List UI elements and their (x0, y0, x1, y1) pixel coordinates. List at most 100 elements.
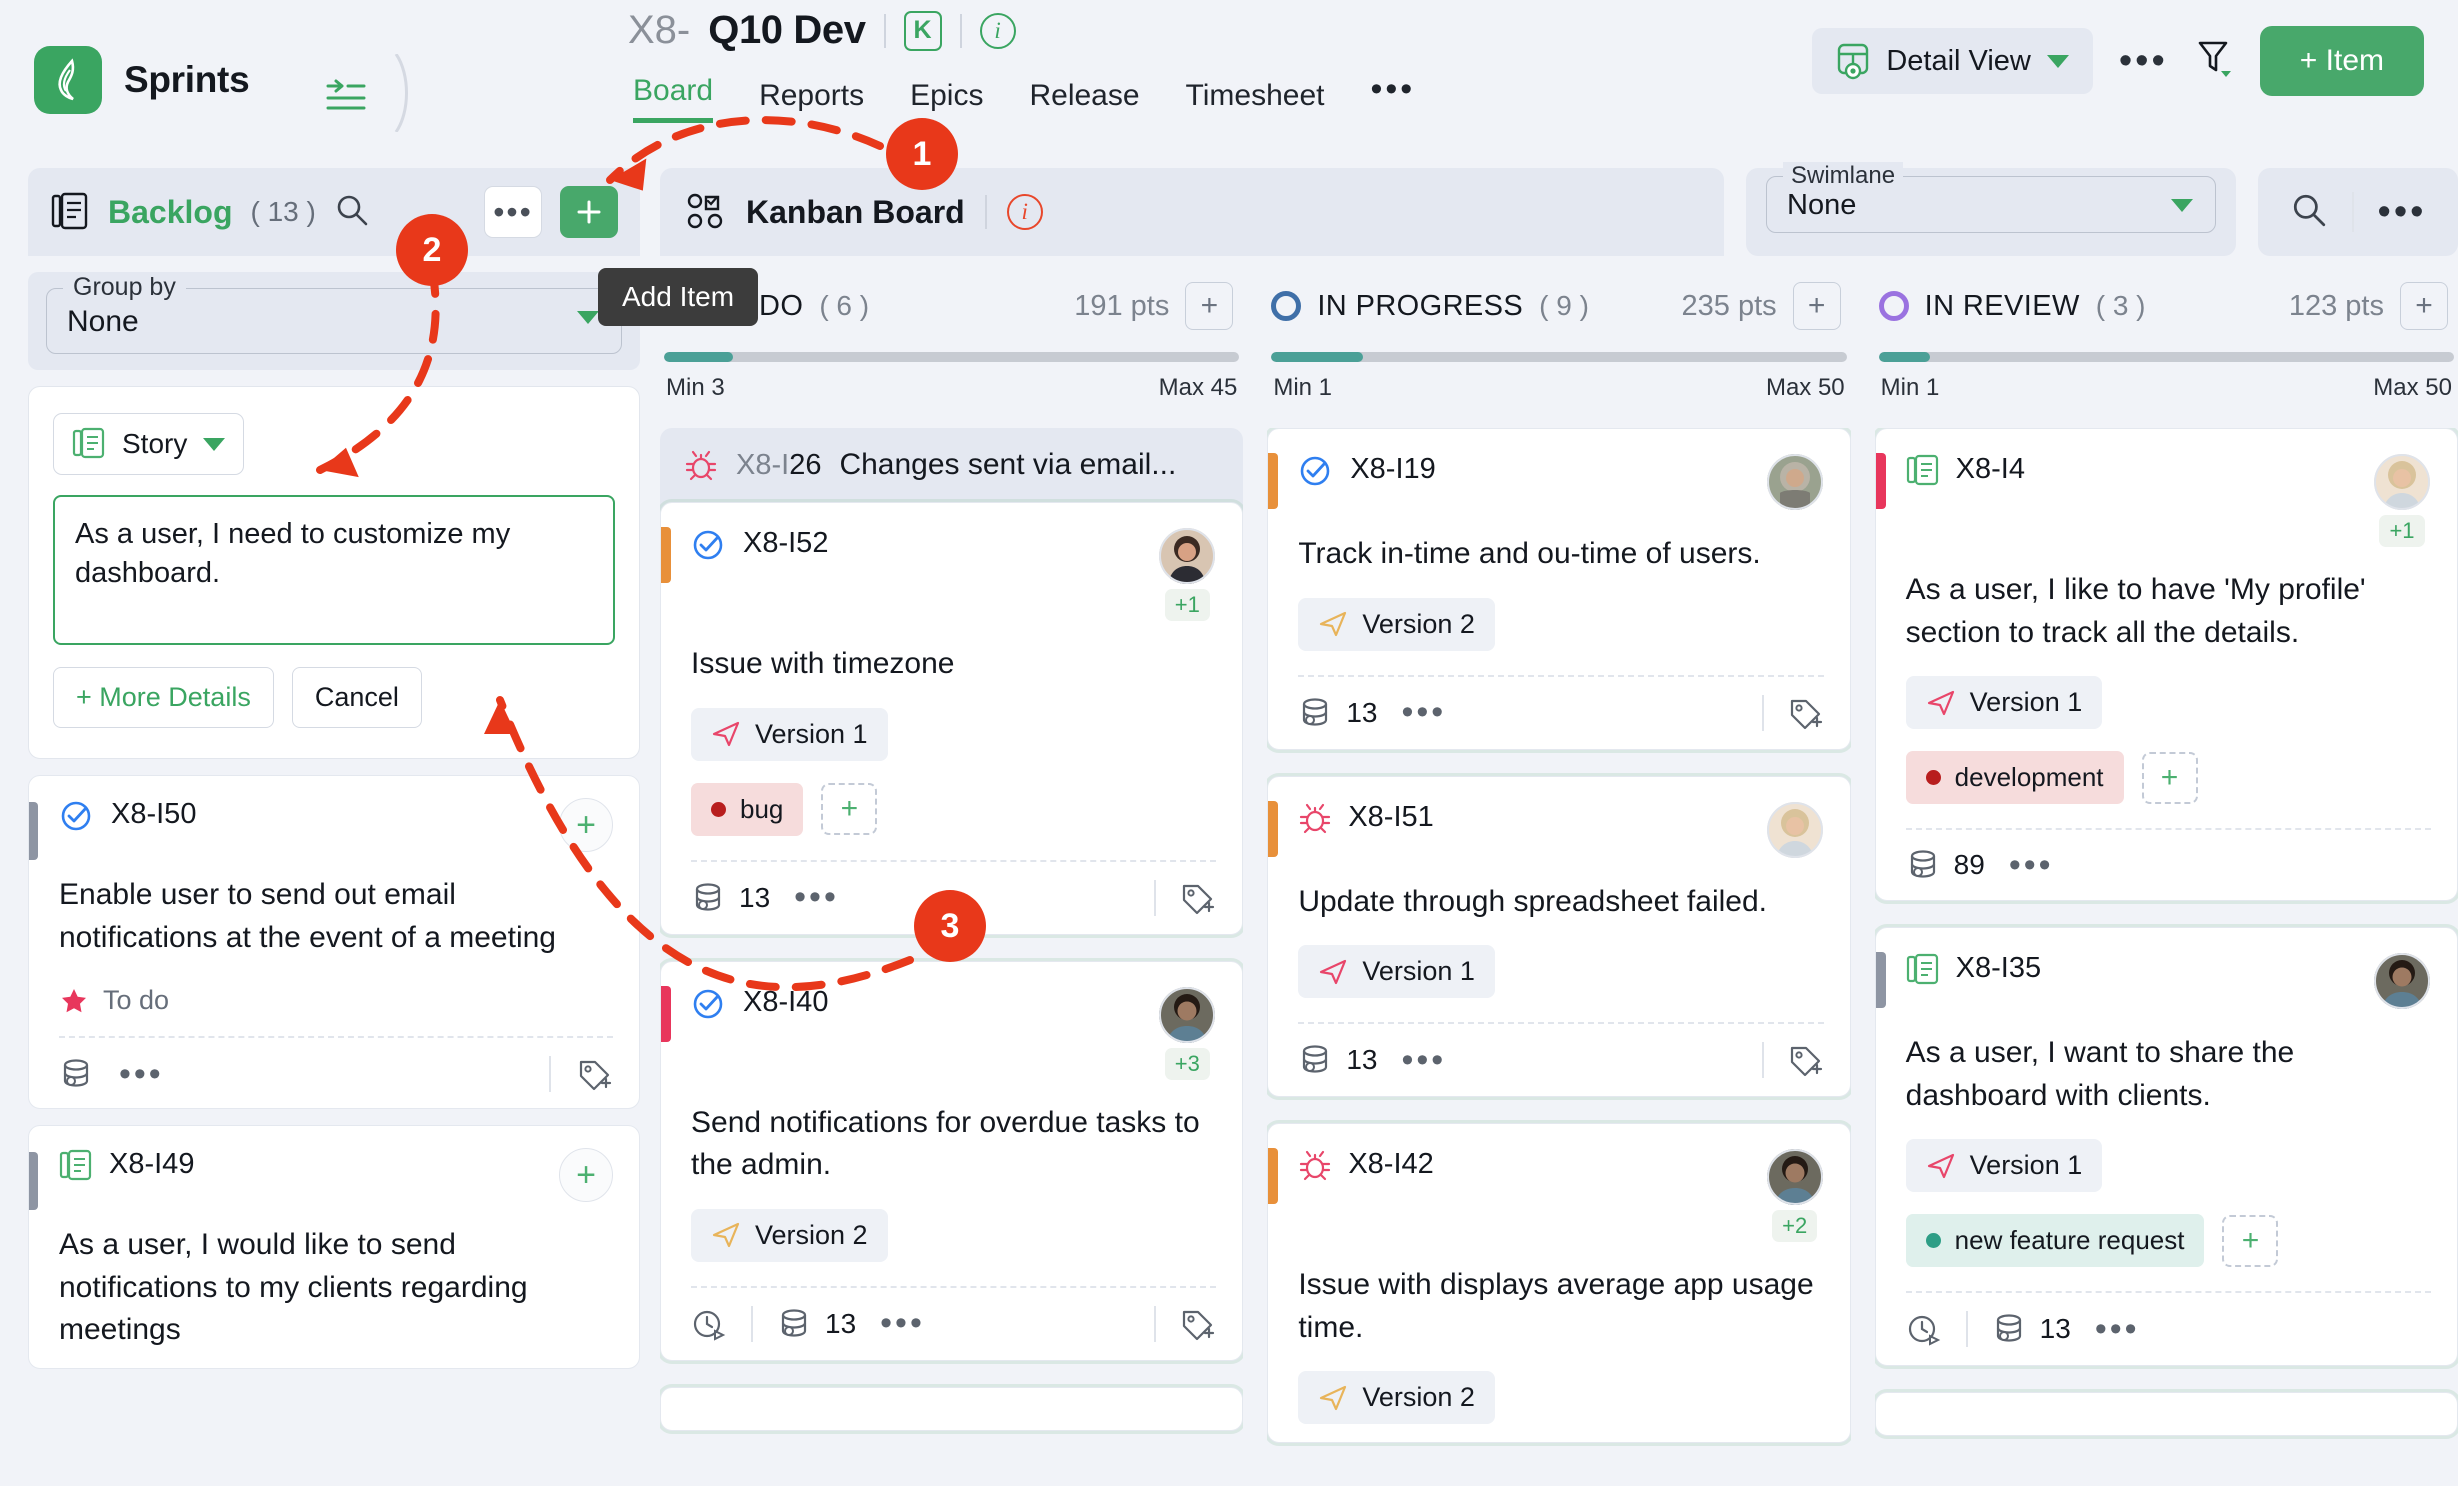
item-description: As a user, I would like to send notifica… (59, 1228, 528, 1347)
main-tabs: Board Reports Epics Release Timesheet ••… (628, 70, 1412, 123)
assignee-extra-count: +1 (2379, 515, 2425, 547)
priority-stripe (661, 985, 671, 1042)
tag[interactable]: new feature request (1905, 1214, 2205, 1268)
search-icon[interactable] (334, 192, 370, 233)
group-by-select[interactable]: Group by None (46, 273, 622, 354)
kanban-card[interactable]: X8-I19 Track in-time and ou-time of user… (1267, 428, 1851, 750)
cancel-button[interactable]: Cancel (291, 667, 422, 728)
version-chip[interactable]: Version 2 (1298, 597, 1495, 651)
priority-stripe (29, 1152, 38, 1211)
version-label: Version 1 (755, 718, 868, 749)
board-more-icon[interactable]: ••• (2377, 190, 2427, 233)
estimate: 89 (1906, 848, 1985, 882)
add-item-button[interactable]: + Item (2259, 26, 2424, 96)
detail-view-selector[interactable]: Detail View (1812, 28, 2093, 94)
tag[interactable]: development (1905, 751, 2124, 805)
filter-icon[interactable] (2194, 37, 2234, 86)
item-type-select[interactable]: Story (53, 413, 245, 475)
kanban-key-badge[interactable]: K (903, 10, 942, 51)
add-tag-button[interactable]: + (821, 783, 878, 836)
assignee[interactable]: +3 (1158, 986, 1216, 1080)
column-todo: TO DO ( 6 ) 191 pts + Min 3 Max 45 X8-I2… (660, 282, 1244, 1486)
tab-release[interactable]: Release (1029, 79, 1140, 112)
kanban-card[interactable] (660, 1386, 1244, 1431)
kanban-card[interactable] (1874, 1392, 2458, 1437)
tab-reports[interactable]: Reports (759, 79, 865, 112)
kanban-card[interactable]: X8-I40 +3 Send notifications for overdue… (660, 960, 1244, 1361)
assignee[interactable]: +1 (1158, 527, 1216, 621)
release-v1-icon (1927, 1153, 1954, 1178)
estimate: 13 (777, 1307, 856, 1341)
card-footer: 13 ••• (691, 1285, 1217, 1343)
version-label: Version 1 (1362, 956, 1475, 987)
task-check-icon (693, 530, 723, 560)
info-icon[interactable]: i (1006, 194, 1043, 230)
list-item[interactable]: X8-I49 + As a user, I would like to send… (28, 1125, 640, 1369)
tag[interactable]: bug (691, 782, 804, 836)
more-options-icon[interactable]: ••• (2118, 39, 2168, 82)
peek-title: Changes sent via email... (839, 448, 1177, 481)
tab-board[interactable]: Board (633, 74, 714, 123)
info-icon[interactable]: i (979, 12, 1016, 49)
column-points: 235 pts (1681, 289, 1777, 322)
column-add-button[interactable]: + (1792, 282, 1841, 330)
card-more-icon[interactable]: ••• (2008, 845, 2054, 884)
column-add-button[interactable]: + (1185, 282, 1234, 330)
add-to-sprint-button[interactable]: + (559, 1148, 613, 1203)
list-item[interactable]: X8-I50 + Enable user to send out email n… (28, 775, 640, 1110)
column-add-button[interactable]: + (2399, 282, 2448, 330)
add-tag-button[interactable]: + (2222, 1214, 2279, 1267)
board-tools: ••• (2258, 168, 2458, 256)
priority-stripe (1875, 453, 1886, 509)
collapse-panel-icon[interactable] (324, 42, 368, 119)
new-item-description-input[interactable]: As a user, I need to customize my dashbo… (53, 495, 615, 645)
tabs-overflow-icon[interactable]: ••• (1370, 70, 1416, 108)
swimlane-selector[interactable]: Swimlane None (1746, 162, 2236, 256)
assignee-extra-count: +2 (1772, 1210, 1818, 1243)
card-more-icon[interactable]: ••• (2094, 1309, 2140, 1348)
version-chip[interactable]: Version 1 (1905, 1139, 2103, 1193)
add-to-sprint-button[interactable]: + (559, 798, 613, 852)
assignee[interactable] (1766, 453, 1824, 511)
card-footer: 13 ••• (1298, 1022, 1824, 1079)
peek-key-prefix: X8-I (736, 448, 790, 481)
task-check-icon (61, 801, 91, 831)
assignee[interactable] (2373, 952, 2431, 1010)
search-icon[interactable] (2290, 191, 2328, 234)
assignee[interactable]: +2 (1766, 1148, 1824, 1243)
version-chip[interactable]: Version 2 (691, 1208, 888, 1262)
card-more-icon[interactable]: ••• (1401, 693, 1447, 732)
version-chip[interactable]: Version 1 (1905, 676, 2103, 730)
card-more-icon[interactable]: ••• (1401, 1040, 1447, 1079)
add-tag-icon (1183, 884, 1215, 914)
assignee[interactable] (1766, 801, 1824, 859)
more-details-button[interactable]: + More Details (53, 667, 274, 728)
add-tag-button[interactable]: + (2141, 751, 2198, 804)
item-more-icon[interactable]: ••• (119, 1054, 164, 1093)
kanban-card[interactable]: X8-I4 +1 As a user, I like to have 'My p… (1874, 428, 2458, 902)
detail-view-label: Detail View (1886, 44, 2031, 77)
kanban-card[interactable]: X8-I51 Update through spreadsheet failed… (1267, 775, 1851, 1098)
timer-icon (1908, 1316, 1940, 1346)
version-chip[interactable]: Version 2 (1298, 1371, 1495, 1425)
assignee[interactable]: +1 (2373, 453, 2431, 547)
kanban-card[interactable]: X8-I52 +1 Issue with timezone Vers (660, 502, 1244, 935)
kanban-card[interactable]: X8-I35 As a user, I want to share the da… (1874, 927, 2458, 1367)
version-chip[interactable]: Version 1 (691, 707, 888, 761)
group-by-value: None (67, 305, 139, 338)
column-count: ( 9 ) (1539, 290, 1589, 321)
swimlane-label: Swimlane (1783, 162, 1904, 190)
version-chip[interactable]: Version 1 (1298, 945, 1495, 999)
backlog-more-button[interactable]: ••• (484, 186, 542, 238)
kanban-card[interactable]: X8-I42 +2 Issue with displays average ap… (1267, 1123, 1851, 1444)
estimate-points-icon (1303, 697, 1328, 726)
backlog-add-button[interactable] (560, 186, 618, 238)
tab-timesheet[interactable]: Timesheet (1185, 79, 1325, 112)
timer-icon (693, 1310, 726, 1341)
estimate: 13 (1992, 1312, 2071, 1346)
card-more-icon[interactable]: ••• (880, 1304, 925, 1343)
tag-row: development + (1905, 751, 2431, 805)
card-more-icon[interactable]: ••• (794, 878, 839, 917)
tab-epics[interactable]: Epics (910, 79, 984, 112)
item-type-label: Story (122, 428, 188, 459)
